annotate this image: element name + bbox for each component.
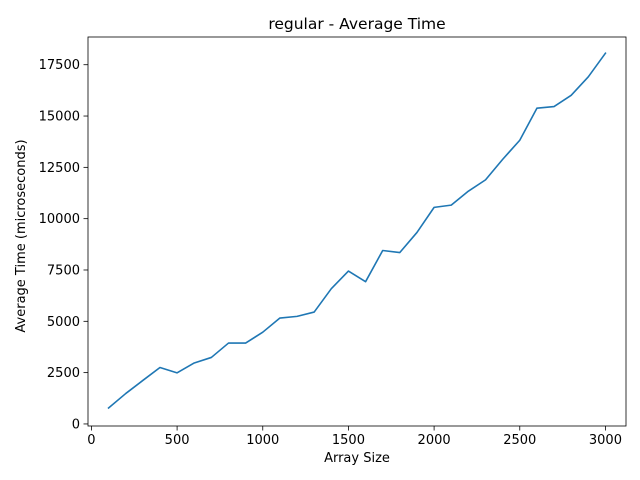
chart-title: regular - Average Time bbox=[268, 15, 445, 33]
x-tick-label: 0 bbox=[87, 433, 95, 448]
x-tick-label: 500 bbox=[165, 433, 190, 448]
y-tick-label: 7500 bbox=[47, 263, 80, 278]
y-tick-label: 15000 bbox=[39, 110, 80, 125]
series-layer bbox=[107, 52, 607, 410]
y-tick-label: 12500 bbox=[39, 161, 80, 176]
y-tick-label: 17500 bbox=[39, 58, 80, 73]
x-tick-label: 1500 bbox=[332, 433, 365, 448]
x-tick-label: 3000 bbox=[589, 433, 622, 448]
axes-frame bbox=[87, 36, 627, 427]
y-tick-label: 10000 bbox=[39, 212, 80, 227]
y-tick-label: 0 bbox=[72, 417, 80, 432]
plot-area-border bbox=[87, 36, 627, 427]
series-line bbox=[107, 52, 607, 410]
y-axis-label: Average Time (microseconds) bbox=[14, 139, 29, 332]
x-axis-ticks: 0 500 1000 1500 2000 2500 3000 bbox=[87, 426, 622, 448]
y-axis-ticks: 0 2500 5000 7500 10000 12500 15000 17500 bbox=[39, 58, 88, 432]
x-tick-label: 1000 bbox=[246, 433, 279, 448]
x-axis-label: Array Size bbox=[324, 451, 390, 466]
y-tick-label: 2500 bbox=[47, 366, 80, 381]
y-tick-label: 5000 bbox=[47, 315, 80, 330]
x-tick-label: 2500 bbox=[503, 433, 536, 448]
x-tick-label: 2000 bbox=[418, 433, 451, 448]
